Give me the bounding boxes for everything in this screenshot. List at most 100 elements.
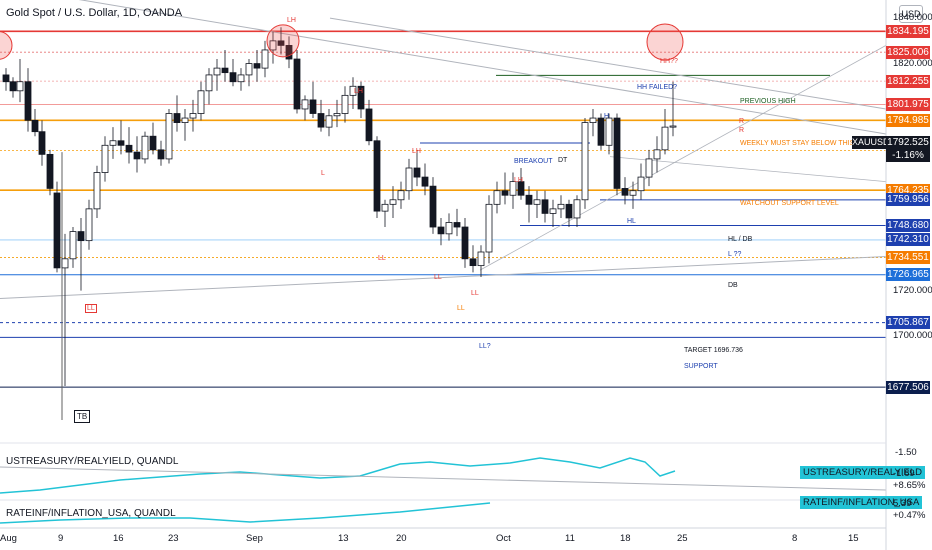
price-tick-2: 1720.000: [893, 284, 932, 296]
candle-76[interactable]: [605, 113, 613, 155]
candle-35[interactable]: [277, 27, 285, 55]
candle-43[interactable]: [341, 86, 349, 123]
candle-9[interactable]: [69, 227, 77, 268]
candle-2[interactable]: [16, 59, 24, 103]
candle-34[interactable]: [269, 31, 277, 64]
candle-28[interactable]: [221, 49, 229, 82]
candle-17[interactable]: [133, 136, 141, 173]
candle-20[interactable]: [157, 140, 165, 166]
candle-10[interactable]: [77, 217, 85, 291]
candle-31[interactable]: [245, 59, 253, 87]
candle-41[interactable]: [325, 108, 333, 137]
candle-48[interactable]: [381, 199, 389, 228]
highlight-circle-0[interactable]: [266, 24, 300, 58]
candle-44[interactable]: [349, 77, 357, 109]
candle-45[interactable]: [357, 81, 365, 119]
candle-60[interactable]: [477, 245, 485, 277]
candle-78[interactable]: [621, 177, 629, 205]
candle-63[interactable]: [501, 172, 509, 205]
candle-30[interactable]: [237, 68, 245, 91]
candle-47[interactable]: [373, 136, 381, 218]
candle-42[interactable]: [333, 99, 341, 128]
candle-38[interactable]: [301, 95, 309, 121]
candle-1[interactable]: [9, 77, 17, 98]
candle-53[interactable]: [421, 163, 429, 196]
trend-line-6[interactable]: [479, 45, 887, 271]
candle-26[interactable]: [205, 68, 213, 105]
highlight-circle-2[interactable]: [0, 31, 13, 60]
candle-70[interactable]: [557, 195, 565, 218]
candle-22[interactable]: [173, 95, 181, 132]
candle-33[interactable]: [261, 40, 269, 78]
candle-59[interactable]: [469, 245, 477, 273]
candle-55[interactable]: [437, 217, 445, 246]
candle-52[interactable]: [413, 149, 421, 187]
candle-80[interactable]: [637, 163, 645, 200]
candle-16[interactable]: [125, 127, 133, 164]
trend-line-4[interactable]: [0, 0, 887, 135]
inflation-line[interactable]: [0, 502, 491, 524]
candle-56[interactable]: [445, 213, 453, 241]
candle-21[interactable]: [165, 108, 173, 164]
candle-51[interactable]: [405, 158, 413, 200]
candle-19[interactable]: [149, 122, 157, 155]
candle-11[interactable]: [85, 199, 93, 250]
candle-8[interactable]: [61, 233, 69, 386]
currency-button[interactable]: USD: [899, 5, 923, 23]
candle-23[interactable]: [181, 108, 189, 141]
candle-29[interactable]: [229, 59, 237, 87]
candle-14[interactable]: [109, 127, 117, 159]
candle-18[interactable]: [141, 131, 149, 164]
candle-69[interactable]: [549, 199, 557, 228]
candle-81[interactable]: [645, 149, 653, 187]
candle-15[interactable]: [117, 120, 125, 155]
annotation-13: LH: [514, 177, 523, 184]
candle-13[interactable]: [101, 136, 109, 182]
candle-25[interactable]: [197, 81, 205, 121]
candle-54[interactable]: [429, 177, 437, 234]
candle-62[interactable]: [493, 181, 501, 214]
candle-6[interactable]: [46, 149, 54, 196]
trend-line-7[interactable]: [609, 156, 887, 183]
candle-39[interactable]: [309, 81, 317, 119]
candle-79[interactable]: [629, 181, 637, 209]
candle-58[interactable]: [461, 217, 469, 268]
candle-27[interactable]: [213, 59, 221, 91]
candle-37[interactable]: [293, 49, 301, 114]
candle-75[interactable]: [597, 113, 605, 150]
candle-73[interactable]: [581, 118, 589, 209]
candle-67[interactable]: [533, 190, 541, 218]
realyield-line[interactable]: [0, 457, 676, 494]
candle-74[interactable]: [589, 108, 597, 137]
trend-line-5[interactable]: [329, 17, 887, 110]
candle-4[interactable]: [31, 108, 39, 137]
candle-36[interactable]: [285, 36, 293, 69]
candle-82[interactable]: [653, 136, 661, 173]
candle-64[interactable]: [509, 172, 517, 209]
candle-40[interactable]: [317, 99, 325, 132]
candle-50[interactable]: [397, 181, 405, 209]
candle-84[interactable]: [669, 81, 677, 137]
candle-65[interactable]: [517, 168, 525, 200]
candle-49[interactable]: [389, 186, 397, 218]
candle-3[interactable]: [24, 68, 32, 132]
candle-68[interactable]: [541, 190, 549, 223]
candle-7[interactable]: [53, 181, 61, 273]
candle-46[interactable]: [365, 99, 373, 146]
candle-57[interactable]: [453, 208, 461, 237]
candle-12[interactable]: [93, 165, 101, 218]
candle-5[interactable]: [38, 120, 46, 166]
candle-0[interactable]: [2, 68, 10, 91]
candle-61[interactable]: [485, 195, 493, 264]
highlight-circle-1[interactable]: [646, 23, 684, 61]
candle-77[interactable]: [613, 113, 621, 196]
candle-71[interactable]: [565, 199, 573, 228]
candle-83[interactable]: [661, 108, 669, 155]
trend-line-3[interactable]: [0, 256, 887, 300]
realyield-trend[interactable]: [0, 466, 887, 491]
candle-24[interactable]: [189, 99, 197, 132]
candle-66[interactable]: [525, 186, 533, 223]
candle-32[interactable]: [253, 49, 261, 82]
candle-72[interactable]: [573, 195, 581, 228]
